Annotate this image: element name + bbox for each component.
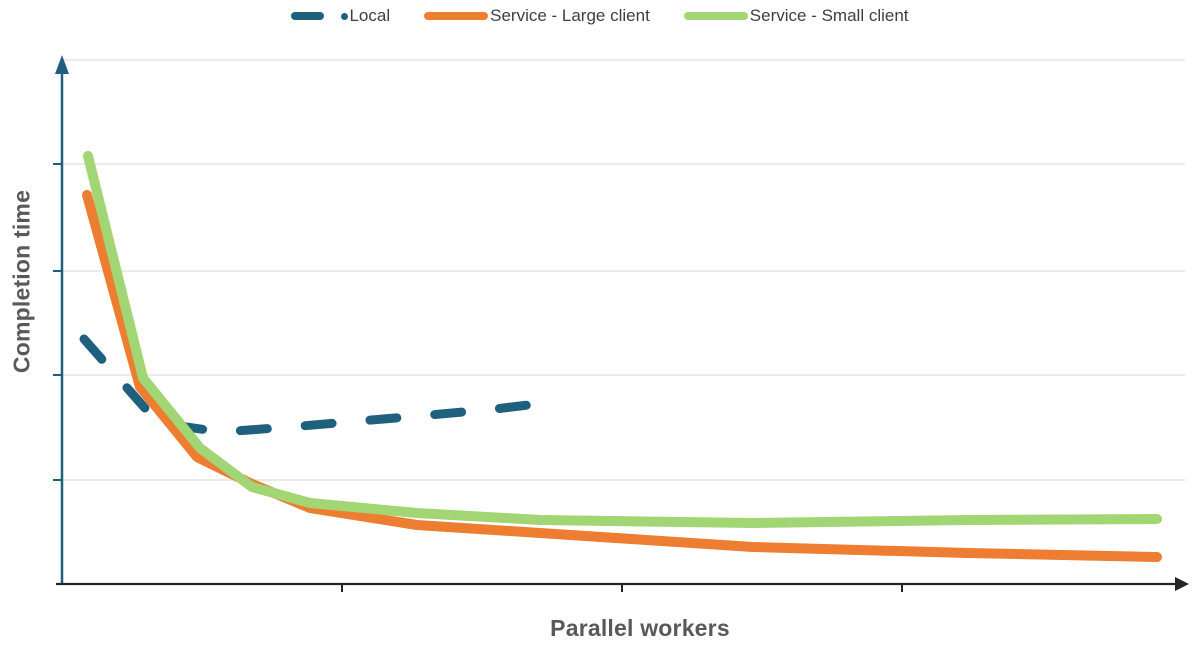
dashed-line-swatch-icon (291, 12, 325, 20)
y-axis-arrow-icon (55, 55, 69, 74)
series-line-local (79, 334, 567, 437)
legend-item-service-small: Service - Small client (683, 6, 909, 26)
y-axis-title: Completion time (8, 189, 35, 374)
legend-label-service-large: Service - Large client (490, 6, 650, 25)
solid-line-swatch-icon (424, 12, 489, 20)
legend-item-local: Local (291, 6, 390, 26)
legend-label-service-small: Service - Small client (749, 6, 909, 25)
legend: Local Service - Large client Service - S… (0, 6, 1200, 26)
x-axis-arrow-icon (1175, 577, 1189, 591)
x-axis-title: Parallel workers (550, 615, 730, 641)
series-line-service-small-client (83, 151, 1162, 528)
solid-line-swatch-icon (683, 12, 748, 20)
legend-label-local: Local (349, 6, 391, 25)
dot-marker-icon (341, 12, 349, 20)
series-line-service-large-client (82, 190, 1162, 562)
legend-item-service-large: Service - Large client (424, 6, 650, 26)
